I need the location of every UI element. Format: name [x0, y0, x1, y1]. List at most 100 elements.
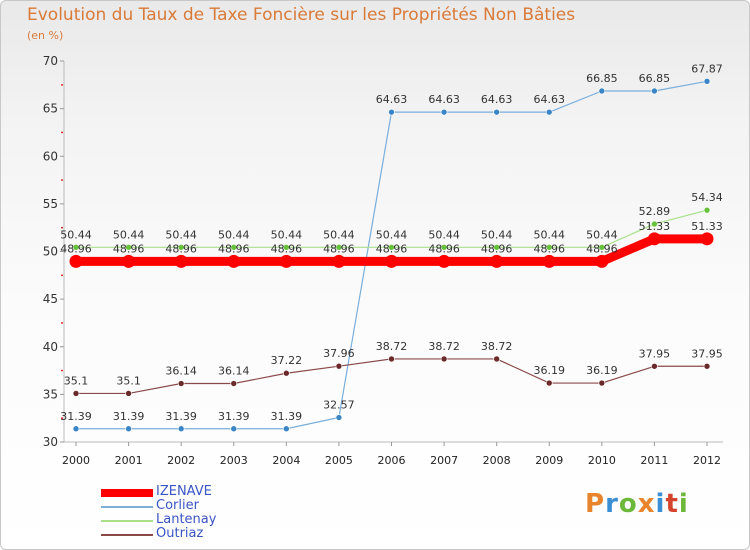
data-label-outriaz: 38.72 — [376, 340, 408, 353]
data-point-outriaz — [440, 355, 448, 363]
data-label-lantenay: 50.44 — [218, 228, 250, 241]
data-label-corlier: 64.63 — [534, 93, 566, 106]
y-tick-label: 70 — [43, 54, 58, 68]
data-label-lantenay: 50.44 — [586, 228, 618, 241]
data-label-lantenay: 50.44 — [323, 228, 355, 241]
data-label-outriaz: 38.72 — [428, 340, 460, 353]
data-label-lantenay: 50.44 — [534, 228, 566, 241]
data-label-corlier: 66.85 — [639, 72, 671, 85]
y-tick-label: 60 — [43, 149, 58, 163]
y-tick-label: 65 — [43, 102, 58, 116]
data-label-outriaz: 37.22 — [271, 354, 303, 367]
logo-letter: i — [655, 489, 666, 519]
x-tick-label: 2009 — [535, 454, 563, 467]
data-point-corlier — [388, 108, 395, 116]
data-point-izenave — [542, 254, 556, 268]
legend-label-lantenay: Lantenay — [156, 512, 217, 527]
data-point-lantenay — [598, 244, 606, 251]
data-point-corlier — [651, 87, 658, 95]
data-label-lantenay: 50.44 — [428, 228, 460, 241]
x-tick-label: 2003 — [220, 454, 248, 467]
data-point-lantenay — [388, 244, 395, 251]
x-tick-label: 2008 — [483, 454, 511, 467]
data-label-izenave: 48.96 — [60, 242, 92, 255]
data-label-corlier: 64.63 — [428, 93, 460, 106]
x-tick-label: 2001 — [115, 454, 143, 467]
logo-letter: x — [637, 489, 656, 519]
data-point-izenave — [647, 232, 661, 246]
data-point-outriaz — [283, 369, 290, 377]
data-point-corlier — [283, 425, 290, 433]
data-point-izenave — [69, 254, 83, 268]
x-tick-label: 2000 — [62, 454, 90, 467]
data-point-izenave — [385, 254, 398, 268]
data-point-izenave — [700, 232, 714, 246]
y-tick-label: 40 — [43, 340, 58, 354]
data-point-corlier — [493, 108, 500, 116]
x-tick-label: 2007 — [430, 454, 458, 467]
logo-letter: t — [665, 489, 679, 519]
data-point-outriaz — [388, 355, 395, 363]
data-label-izenave: 48.96 — [428, 242, 460, 255]
data-label-corlier: 31.39 — [60, 410, 92, 423]
data-label-izenave: 48.96 — [113, 242, 145, 255]
data-label-corlier: 31.39 — [165, 410, 197, 423]
legend-label-outriaz: Outriaz — [156, 526, 204, 541]
legend-swatch-izenave — [101, 489, 153, 497]
data-point-izenave — [122, 254, 136, 268]
logo-letter: P — [585, 489, 606, 519]
data-point-outriaz — [493, 355, 500, 363]
data-label-izenave: 51.33 — [691, 220, 723, 233]
data-label-lantenay: 50.44 — [481, 228, 513, 241]
data-point-corlier — [598, 87, 606, 95]
data-point-corlier — [703, 77, 711, 85]
data-point-izenave — [227, 254, 241, 268]
data-point-corlier — [72, 425, 80, 433]
x-tick-label: 2005 — [325, 454, 353, 467]
data-label-lantenay: 50.44 — [376, 228, 408, 241]
data-point-izenave — [279, 254, 293, 268]
data-point-izenave — [174, 254, 188, 268]
data-label-lantenay: 50.44 — [60, 228, 92, 241]
data-label-lantenay: 54.34 — [691, 191, 723, 204]
data-point-izenave — [490, 254, 504, 268]
data-point-lantenay — [72, 244, 80, 251]
data-point-corlier — [230, 425, 238, 433]
logo-letter: r — [605, 489, 619, 519]
data-label-izenave: 48.96 — [323, 242, 355, 255]
logo-letter: i — [678, 489, 689, 519]
data-point-corlier — [440, 108, 448, 116]
data-point-izenave — [595, 254, 609, 268]
x-tick-label: 2004 — [272, 454, 300, 467]
data-label-outriaz: 37.95 — [639, 347, 671, 360]
data-point-lantenay — [545, 244, 553, 251]
legend-swatch-corlier — [101, 506, 153, 508]
data-label-lantenay: 50.44 — [271, 228, 303, 241]
data-point-outriaz — [177, 380, 185, 387]
x-tick-label: 2012 — [693, 454, 721, 467]
y-tick-label: 50 — [43, 245, 58, 259]
chart-title: Evolution du Taux de Taxe Foncière sur l… — [27, 5, 576, 25]
data-label-izenave: 51.33 — [639, 220, 671, 233]
data-label-izenave: 48.96 — [481, 242, 513, 255]
data-point-lantenay — [440, 244, 448, 251]
data-point-corlier — [335, 414, 343, 421]
data-point-lantenay — [283, 244, 290, 251]
data-point-corlier — [545, 108, 553, 116]
data-point-corlier — [125, 425, 132, 433]
y-tick-label: 30 — [43, 435, 58, 449]
data-label-corlier: 67.87 — [691, 62, 723, 75]
data-point-lantenay — [703, 206, 711, 214]
data-point-izenave — [437, 254, 451, 268]
data-label-outriaz: 35.1 — [64, 374, 89, 387]
data-point-lantenay — [493, 244, 500, 251]
data-point-outriaz — [335, 362, 343, 370]
x-tick-label: 2011 — [640, 454, 668, 467]
x-tick-label: 2010 — [588, 454, 616, 467]
data-point-outriaz — [651, 362, 658, 370]
data-label-outriaz: 36.14 — [165, 365, 197, 378]
y-unit-label: (en %) — [27, 29, 64, 42]
proxiti-logo: Proxiti — [585, 489, 689, 519]
data-label-outriaz: 36.19 — [586, 364, 618, 377]
